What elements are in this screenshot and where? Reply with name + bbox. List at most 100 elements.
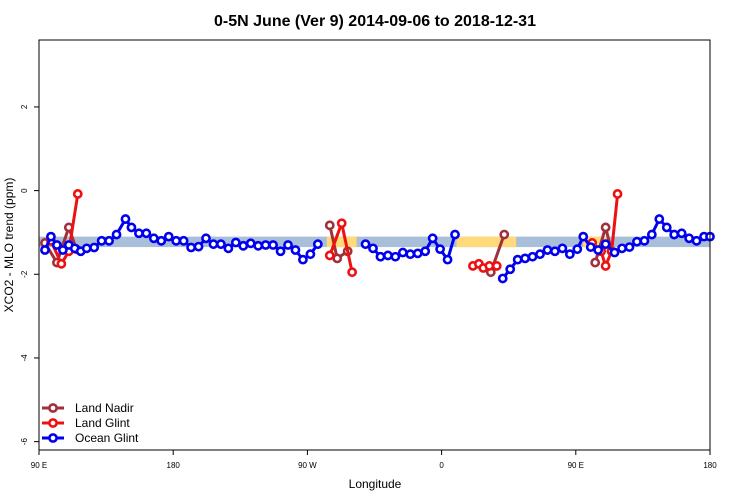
series-2-point-2-4 — [527, 251, 538, 262]
series-1-point-1-1 — [336, 218, 347, 229]
series-2-point-0-14 — [134, 228, 144, 239]
series-2-point-0-32 — [268, 240, 279, 250]
legend-label-2: Ocean Glint — [75, 431, 139, 445]
series-2-point-0-21 — [186, 242, 196, 253]
series-2-point-2-22 — [661, 222, 672, 233]
series-2-point-1-6 — [405, 249, 416, 260]
series-2-point-0-28 — [238, 240, 249, 251]
series-2-point-2-25 — [684, 233, 695, 244]
plot-series — [40, 189, 715, 284]
series-2-point-0-20 — [178, 235, 189, 246]
x-tick-label-1: 180 — [167, 461, 181, 470]
series-1-point-1-2 — [347, 267, 358, 278]
series-2-point-1-8 — [420, 246, 431, 257]
series-2-point-0-30 — [253, 240, 264, 251]
series-2-point-2-14 — [600, 239, 611, 250]
legend-label-1: Land Glint — [75, 416, 130, 430]
series-2-point-2-0 — [497, 273, 508, 284]
series-2-point-2-9 — [564, 249, 575, 260]
series-2-point-0-18 — [163, 231, 174, 242]
series-2-point-2-17 — [624, 242, 635, 252]
series-2-point-2-7 — [550, 246, 560, 257]
series-2-point-0-31 — [260, 240, 271, 250]
series-2-point-0-10 — [104, 235, 114, 246]
y-tick-label-2: -2 — [20, 270, 29, 278]
series-0-line-0 — [43, 225, 78, 265]
series-2-point-0-13 — [126, 222, 137, 233]
series-2-point-1-9 — [427, 233, 438, 244]
series-2-point-0-35 — [290, 245, 301, 255]
series-2-point-0-17 — [156, 235, 167, 246]
series-0-point-3-0 — [590, 257, 601, 268]
series-2-point-0-8 — [89, 242, 100, 253]
series-2-point-2-6 — [542, 245, 553, 255]
series-2-point-0-16 — [148, 233, 159, 244]
series-2-point-0-38 — [312, 239, 323, 250]
series-2-point-2-19 — [639, 235, 650, 246]
series-1-point-2-4 — [491, 261, 502, 271]
series-2-point-0-37 — [305, 249, 316, 260]
series-2-point-1-4 — [390, 251, 401, 262]
series-2-point-2-11 — [578, 231, 589, 242]
series-2-point-2-3 — [520, 253, 531, 264]
series-2-point-1-12 — [450, 229, 460, 240]
series-2-point-1-11 — [442, 254, 453, 265]
series-2-point-1-1 — [368, 243, 378, 254]
series-2-point-0-2 — [51, 240, 62, 250]
series-2-point-2-18 — [632, 236, 642, 247]
series-2-point-0-29 — [245, 238, 256, 249]
y-tick-label-1: 0 — [20, 188, 29, 193]
series-1-line-0 — [49, 193, 80, 266]
series-2-point-0-24 — [208, 239, 219, 250]
series-2-point-2-21 — [654, 214, 665, 224]
series-2-point-2-15 — [609, 247, 620, 258]
series-0-point-2-1 — [499, 229, 510, 240]
series-2-point-2-16 — [617, 243, 627, 254]
series-2-point-0-0 — [40, 245, 50, 255]
chart-title: 0-5N June (Ver 9) 2014-09-06 to 2018-12-… — [214, 13, 536, 30]
series-1-point-2-3 — [484, 261, 495, 271]
series-2-point-2-8 — [557, 243, 568, 254]
series-2-point-1-5 — [397, 247, 408, 258]
series-2-point-0-7 — [81, 243, 92, 254]
series-2-point-0-19 — [171, 235, 182, 246]
series-2 — [40, 214, 715, 284]
y-axis-label: XCO2 - MLO trend (ppm) — [2, 178, 16, 313]
series-2-point-1-10 — [435, 244, 446, 255]
series-2-point-0-11 — [111, 229, 122, 240]
series-2-point-2-20 — [646, 229, 657, 240]
series-2-point-0-34 — [283, 240, 293, 250]
band-1 — [326, 236, 357, 248]
series-1-point-3-4 — [612, 189, 623, 199]
plot-frame — [38, 39, 711, 451]
legend-swatch-point-0 — [48, 403, 58, 413]
x-tick-label-3: 0 — [439, 461, 444, 470]
legend-label-0: Land Nadir — [75, 401, 134, 415]
series-0-point-1-1 — [332, 253, 343, 264]
x-tick-label-4: 90 E — [568, 461, 584, 470]
series-1-point-3-2 — [600, 261, 611, 271]
series-2-point-2-12 — [585, 242, 596, 252]
legend-item-1: Land Glint — [42, 416, 130, 430]
series-2-point-2-1 — [505, 264, 516, 275]
series-2-point-2-2 — [512, 254, 523, 265]
series-2-point-0-12 — [120, 214, 131, 224]
band-0 — [39, 236, 710, 248]
series-2-point-1-7 — [412, 248, 423, 259]
series-2-point-0-36 — [298, 254, 308, 265]
series-2-point-2-10 — [572, 244, 583, 255]
series-0-point-1-0 — [324, 220, 335, 231]
series-1-point-0-1 — [56, 258, 67, 269]
series-1 — [46, 189, 623, 278]
band-2 — [456, 236, 517, 248]
legend-item-2: Ocean Glint — [42, 431, 139, 445]
series-2-point-1-0 — [360, 239, 371, 250]
series-2-point-0-33 — [275, 246, 286, 257]
legend-item-0: Land Nadir — [42, 401, 134, 415]
x-axis-label: Longitude — [349, 477, 402, 491]
series-2-point-0-1 — [46, 231, 56, 242]
series-0-point-3-1 — [600, 222, 611, 233]
series-1-point-0-3 — [72, 189, 83, 199]
legend-swatch-point-1 — [48, 418, 58, 428]
y-tick-label-0: 2 — [20, 104, 29, 109]
